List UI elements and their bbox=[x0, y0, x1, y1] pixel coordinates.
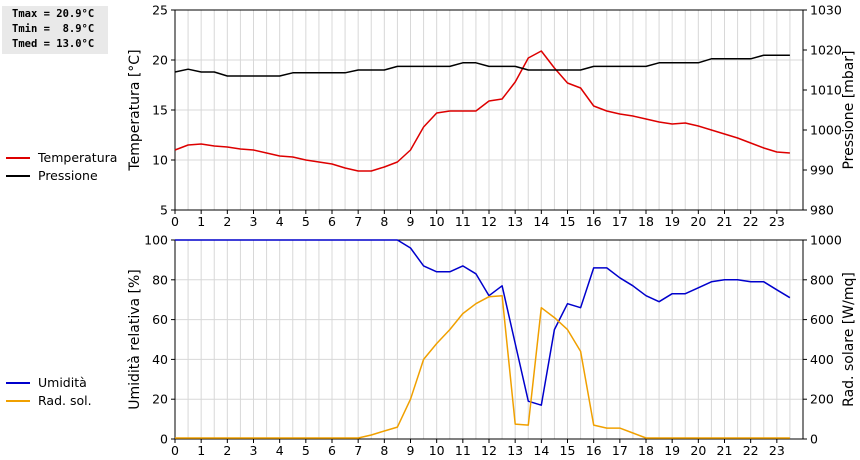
x-tick-label: 5 bbox=[302, 443, 310, 458]
y-left-tick-label: 60 bbox=[152, 312, 168, 327]
x-tick-label: 10 bbox=[429, 214, 445, 229]
x-tick-label: 7 bbox=[354, 214, 362, 229]
x-tick-label: 9 bbox=[407, 214, 415, 229]
y-right-tick-label: 0 bbox=[810, 432, 818, 447]
x-tick-label: 0 bbox=[171, 443, 179, 458]
legend-label: Temperatura bbox=[37, 150, 117, 165]
y-right-tick-label: 1000 bbox=[810, 233, 842, 248]
x-tick-label: 1 bbox=[197, 214, 205, 229]
y-left-tick-label: 25 bbox=[152, 3, 168, 18]
x-tick-label: 17 bbox=[612, 214, 628, 229]
series-line-pressione bbox=[174, 54, 790, 77]
y-right-tick-label: 600 bbox=[810, 312, 834, 327]
x-tick-label: 14 bbox=[533, 214, 549, 229]
y-left-tick-label: 20 bbox=[152, 53, 168, 68]
y-left-tick-label: 5 bbox=[160, 203, 168, 218]
y-left-tick-label: 40 bbox=[152, 352, 168, 367]
series-line-umidit bbox=[175, 239, 791, 406]
y-left-tick-label: 10 bbox=[152, 153, 168, 168]
stats-box: Tmax = 20.9°C Tmin = 8.9°C Tmed = 13.0°C bbox=[2, 6, 108, 54]
y-left-tick-label: 0 bbox=[160, 432, 168, 447]
x-tick-label: 6 bbox=[328, 443, 336, 458]
x-tick-label: 5 bbox=[302, 214, 310, 229]
y-right-tick-label: 400 bbox=[810, 352, 834, 367]
y-right-tick-label: 990 bbox=[810, 163, 834, 178]
x-tick-label: 11 bbox=[455, 443, 471, 458]
humidity-radiation-chart: 0 1 2 3 4 5 6 7 8 9 10 11 12 13 14 15 16 17 18 19 20 21 22 2302… bbox=[127, 233, 857, 459]
y-right-tick-label: 1020 bbox=[810, 43, 842, 58]
x-tick-label: 0 bbox=[171, 214, 179, 229]
x-tick-label: 22 bbox=[743, 214, 759, 229]
x-tick-label: 20 bbox=[690, 214, 706, 229]
x-tick-label: 15 bbox=[560, 214, 576, 229]
x-tick-label: 8 bbox=[380, 214, 388, 229]
series-line-rad-sol bbox=[175, 294, 790, 439]
temperature-pressure-chart: 0 1 2 3 4 5 6 7 8 9 10 11 12 13 14 15 16 17 18 19 20 21 22 2351… bbox=[127, 3, 857, 230]
x-tick-label: 18 bbox=[638, 214, 654, 229]
x-tick-label: 23 bbox=[769, 214, 785, 229]
y-right-tick-label: 800 bbox=[810, 272, 834, 287]
x-tick-label: 16 bbox=[586, 214, 602, 229]
x-tick-label: 2 bbox=[223, 214, 231, 229]
x-tick-label: 15 bbox=[560, 443, 576, 458]
stat-tmin: Tmin = 8.9°C bbox=[12, 23, 95, 35]
x-tick-label: 19 bbox=[664, 443, 680, 458]
y-right-tick-label: 1010 bbox=[810, 83, 842, 98]
x-tick-label: 21 bbox=[717, 214, 733, 229]
x-tick-label: 10 bbox=[429, 443, 445, 458]
y-right-tick-label: 1000 bbox=[810, 123, 842, 138]
x-tick-label: 9 bbox=[407, 443, 415, 458]
x-tick-label: 7 bbox=[354, 443, 362, 458]
x-tick-label: 3 bbox=[250, 443, 258, 458]
x-tick-label: 4 bbox=[276, 443, 284, 458]
x-tick-label: 14 bbox=[533, 443, 549, 458]
y-left-tick-label: 15 bbox=[152, 103, 168, 118]
x-tick-label: 4 bbox=[276, 214, 284, 229]
x-tick-label: 2 bbox=[223, 443, 231, 458]
x-tick-label: 17 bbox=[612, 443, 628, 458]
x-tick-label: 12 bbox=[481, 443, 497, 458]
x-tick-label: 21 bbox=[717, 443, 733, 458]
legend-humidity-radiation: Umidità Rad. sol. bbox=[6, 375, 92, 408]
y-right-axis-label: Pressione [mbar] bbox=[841, 50, 857, 169]
legend-label: Rad. sol. bbox=[38, 393, 92, 408]
y-right-axis-label: Rad. solare [W/mq] bbox=[841, 272, 857, 407]
stat-tmed: Tmed = 13.0°C bbox=[12, 38, 95, 50]
x-tick-label: 6 bbox=[328, 214, 336, 229]
x-tick-label: 18 bbox=[638, 443, 654, 458]
y-right-tick-label: 1030 bbox=[810, 3, 842, 18]
x-tick-label: 13 bbox=[507, 443, 523, 458]
x-tick-label: 11 bbox=[455, 214, 471, 229]
legend-temperature-pressure: Temperatura Pressione bbox=[6, 150, 117, 183]
x-tick-label: 13 bbox=[507, 214, 523, 229]
x-tick-label: 20 bbox=[690, 443, 706, 458]
x-tick-label: 23 bbox=[769, 443, 785, 458]
y-left-axis-label: Temperatura [°C] bbox=[127, 49, 143, 171]
stat-tmax: Tmax = 20.9°C bbox=[12, 8, 95, 20]
x-tick-label: 19 bbox=[664, 214, 680, 229]
y-left-tick-label: 80 bbox=[152, 272, 168, 287]
y-right-tick-label: 980 bbox=[810, 203, 834, 218]
y-left-tick-label: 20 bbox=[152, 392, 168, 407]
y-left-tick-label: 100 bbox=[144, 233, 168, 248]
legend-label: Pressione bbox=[38, 168, 98, 183]
x-tick-label: 12 bbox=[481, 214, 497, 229]
y-left-axis-label: Umidità relativa [%] bbox=[127, 269, 143, 410]
x-tick-label: 8 bbox=[380, 443, 388, 458]
x-tick-label: 1 bbox=[197, 443, 205, 458]
legend-label: Umidità bbox=[38, 375, 87, 390]
series-line-temperatura bbox=[174, 50, 790, 172]
x-tick-label: 16 bbox=[586, 443, 602, 458]
x-tick-label: 3 bbox=[250, 214, 258, 229]
y-right-tick-label: 200 bbox=[810, 392, 834, 407]
x-tick-label: 22 bbox=[743, 443, 759, 458]
